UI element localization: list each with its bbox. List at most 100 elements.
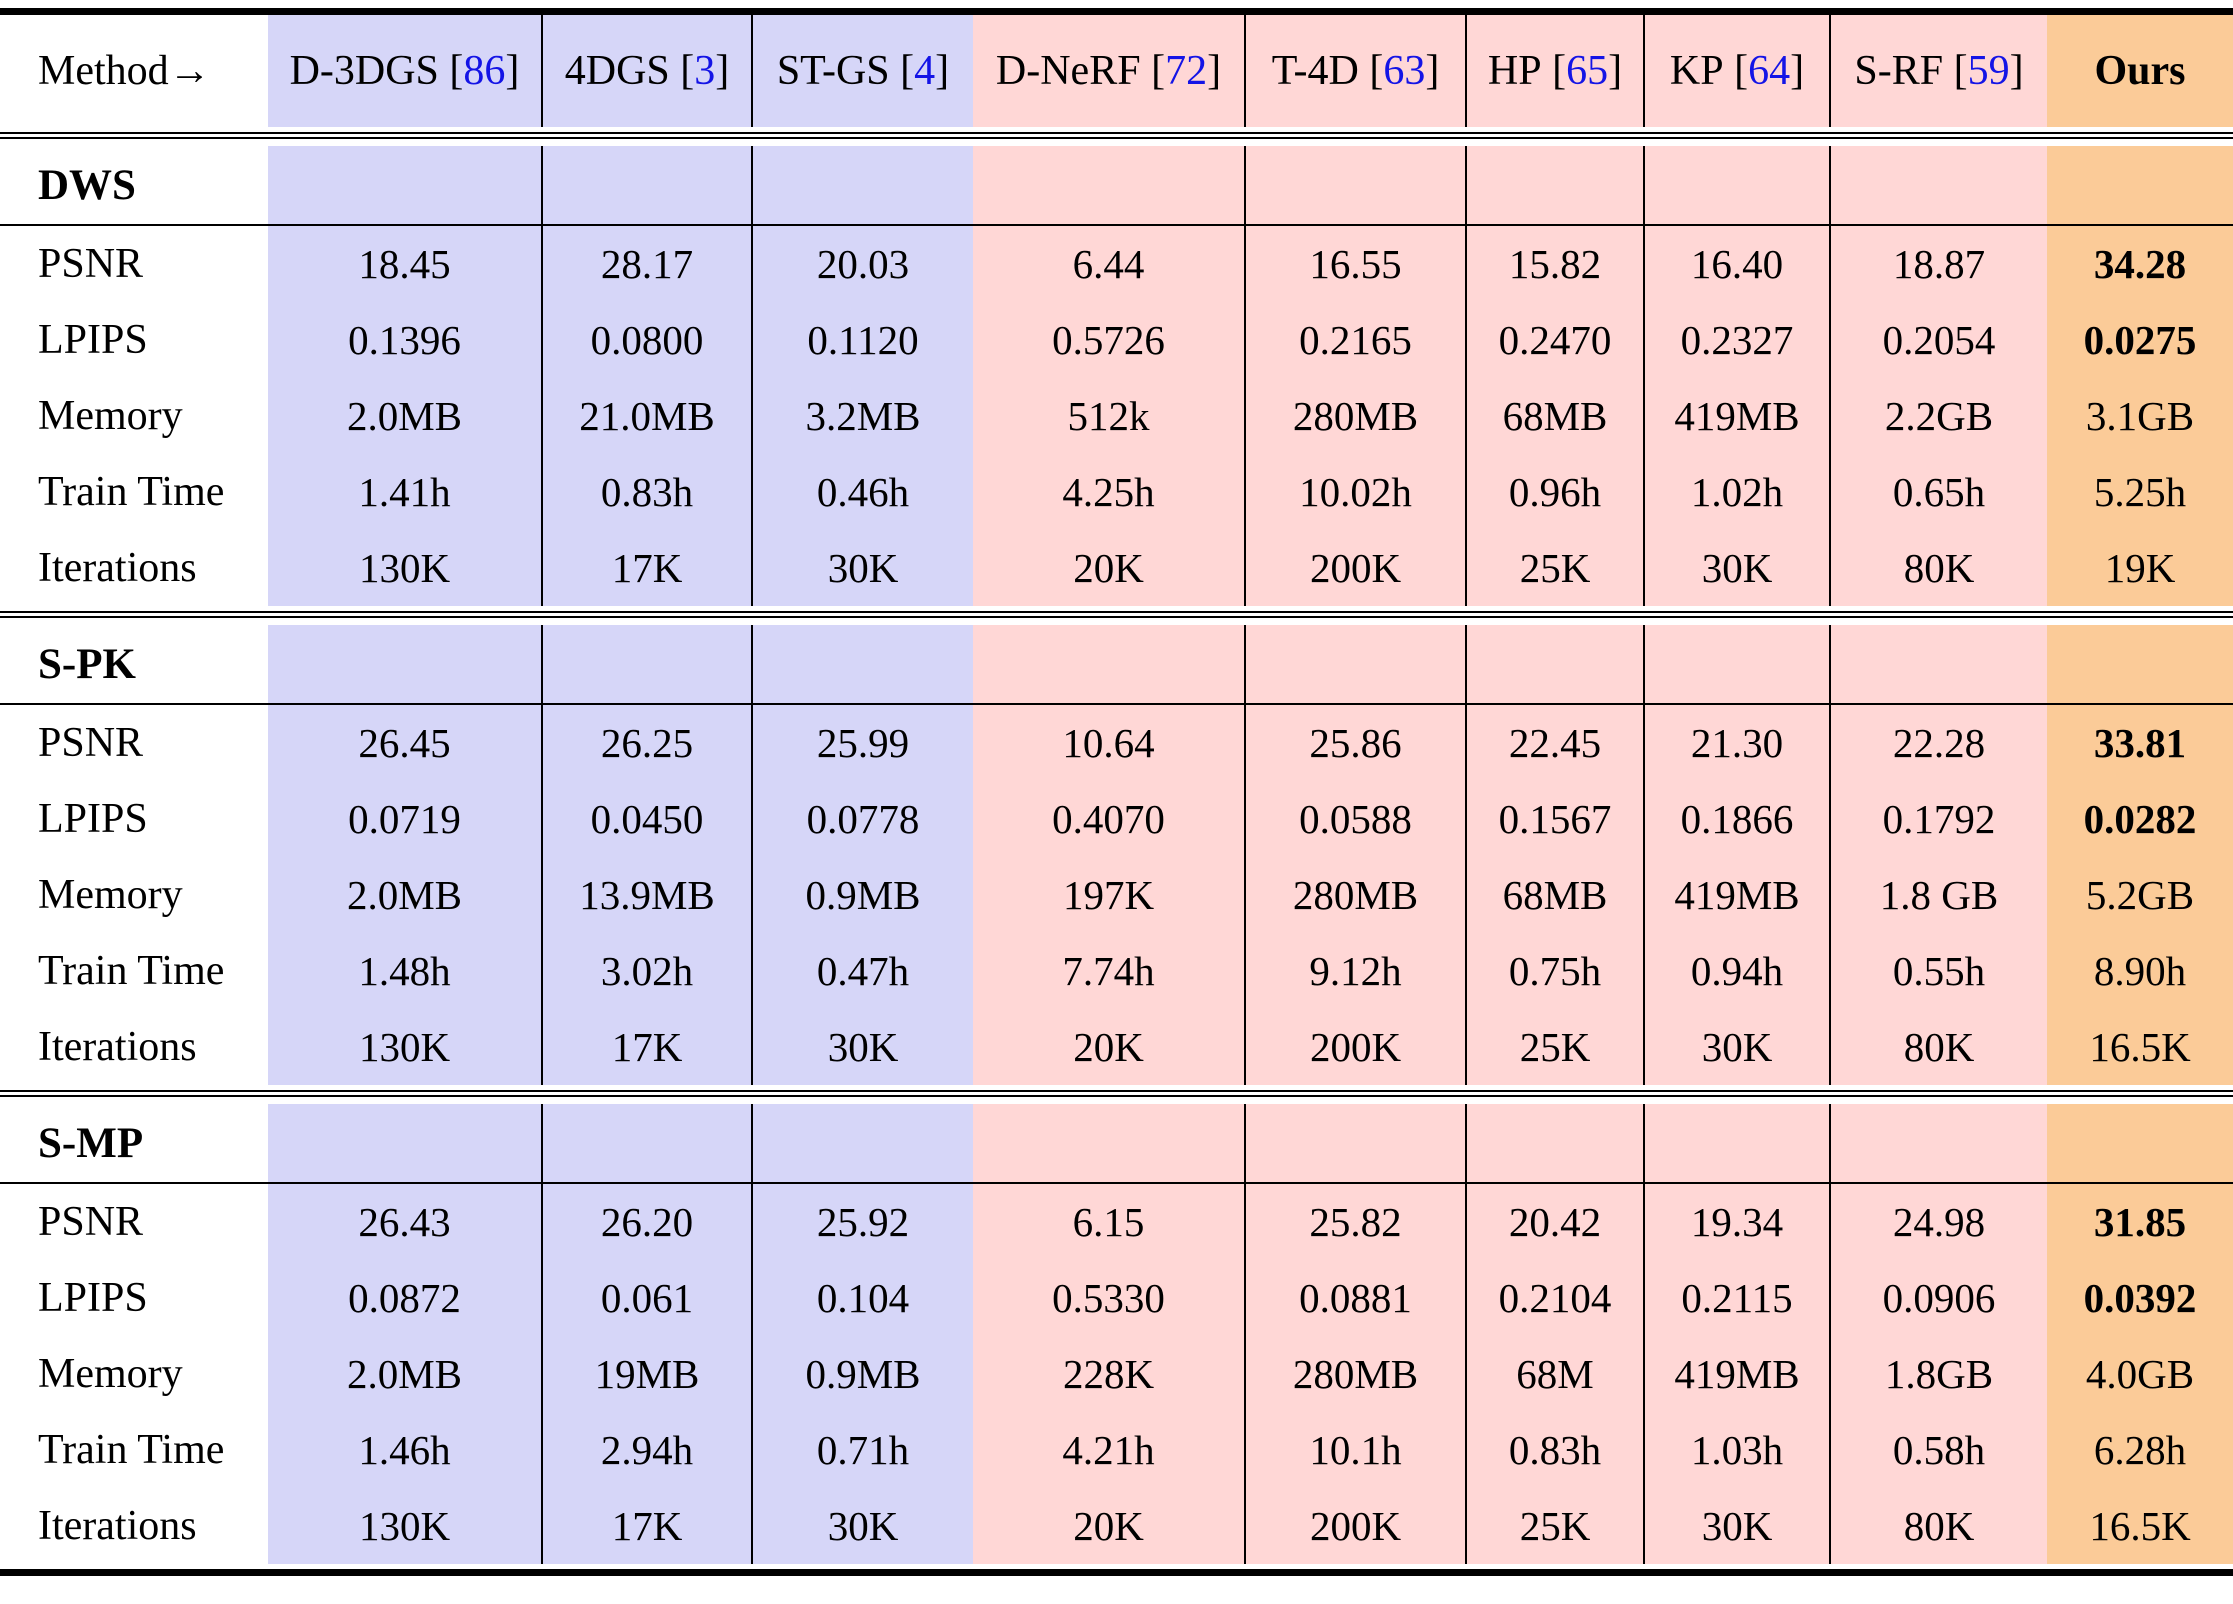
metric-value-cell: 26.45 [268, 705, 541, 781]
metric-value-cell: 25K [1465, 530, 1643, 606]
metric-value-cell: 2.0MB [268, 857, 541, 933]
citation-link[interactable]: 59 [1967, 48, 2010, 94]
metric-label: LPIPS [0, 302, 268, 378]
method-name: Ours [2094, 48, 2186, 94]
metric-value-cell: 28.17 [541, 226, 751, 302]
section-label: S-MP [0, 1104, 268, 1182]
method-header-cell: Ours [2047, 15, 2233, 127]
metric-value-cell: 512k [973, 378, 1244, 454]
citation-link[interactable]: 65 [1566, 48, 1609, 94]
metric-value-cell: 0.1396 [268, 302, 541, 378]
metric-value-cell: 197K [973, 857, 1244, 933]
metric-value-cell: 228K [973, 1336, 1244, 1412]
method-name: D-3DGS [289, 48, 439, 94]
metric-value-cell [973, 625, 1244, 703]
citation-bracket: ] [505, 48, 520, 94]
table-bottom-rule [0, 1569, 2233, 1576]
metric-value-cell: 25.82 [1244, 1184, 1465, 1260]
metric-value-cell [268, 625, 541, 703]
metric-value-cell: 0.0778 [751, 781, 973, 857]
method-name: KP [1669, 48, 1724, 94]
citation-link[interactable]: 86 [463, 48, 506, 94]
row-spacer [0, 1097, 2233, 1104]
metric-label: PSNR [0, 1184, 268, 1260]
metric-value-cell [751, 146, 973, 224]
metric-value-cell: 0.0881 [1244, 1260, 1465, 1336]
metric-value-cell: 200K [1244, 1009, 1465, 1085]
metric-value-cell: 6.28h [2047, 1412, 2233, 1488]
citation-link[interactable]: 72 [1165, 48, 1208, 94]
metric-label: Memory [0, 378, 268, 454]
metric-label: Iterations [0, 1009, 268, 1085]
metric-value-cell: 10.02h [1244, 454, 1465, 530]
metric-value-cell: 2.0MB [268, 378, 541, 454]
metric-value-cell: 17K [541, 1009, 751, 1085]
metric-value-cell: 25K [1465, 1009, 1643, 1085]
citation-link[interactable]: 4 [914, 48, 936, 94]
metric-value-cell: 16.40 [1643, 226, 1829, 302]
method-name: S-RF [1854, 48, 1944, 94]
metric-value-cell: 200K [1244, 1488, 1465, 1564]
results-table: Method→ D-3DGS [86] 4DGS [3] ST-GS [4] D-NeR… [0, 8, 2233, 1576]
metric-value-cell: 1.48h [268, 933, 541, 1009]
citation-bracket: [ [1151, 48, 1166, 94]
metric-value-cell [973, 1104, 1244, 1182]
section-label: S-PK [0, 625, 268, 703]
metric-value-cell [1643, 1104, 1829, 1182]
metric-value-cell: 30K [751, 530, 973, 606]
metric-value-cell: 8.90h [2047, 933, 2233, 1009]
metric-value-cell: 80K [1829, 1488, 2047, 1564]
metric-value-cell: 9.12h [1244, 933, 1465, 1009]
citation-bracket: [ [1369, 48, 1384, 94]
metric-value-cell: 26.20 [541, 1184, 751, 1260]
metric-value-cell: 0.5726 [973, 302, 1244, 378]
citation-bracket: [ [680, 48, 695, 94]
metric-value-cell: 30K [1643, 1009, 1829, 1085]
metric-value-cell [2047, 1104, 2233, 1182]
metric-value-cell: 0.2327 [1643, 302, 1829, 378]
metric-value-cell: 0.4070 [973, 781, 1244, 857]
method-name: HP [1487, 48, 1542, 94]
citation-link[interactable]: 3 [694, 48, 716, 94]
metric-value-cell: 18.87 [1829, 226, 2047, 302]
metric-value-cell: 68MB [1465, 378, 1643, 454]
metric-value-cell: 1.41h [268, 454, 541, 530]
metric-value-cell [1244, 625, 1465, 703]
metric-value-cell: 22.45 [1465, 705, 1643, 781]
metric-value-cell [2047, 625, 2233, 703]
row-spacer [0, 618, 2233, 625]
method-header-cell: D-3DGS [86] [268, 15, 541, 127]
metric-value-cell: 30K [751, 1488, 973, 1564]
metric-value-cell [541, 1104, 751, 1182]
metric-value-cell: 25.99 [751, 705, 973, 781]
metric-value-cell: 0.94h [1643, 933, 1829, 1009]
metric-value-cell: 20.42 [1465, 1184, 1643, 1260]
method-header-cell: 4DGS [3] [541, 15, 751, 127]
metric-value-cell: 0.1120 [751, 302, 973, 378]
row-spacer [0, 127, 2233, 132]
metric-value-cell: 0.2115 [1643, 1260, 1829, 1336]
metric-value-cell: 2.0MB [268, 1336, 541, 1412]
metric-value-cell: 25.86 [1244, 705, 1465, 781]
metric-value-cell: 1.02h [1643, 454, 1829, 530]
metric-label: LPIPS [0, 781, 268, 857]
metric-value-cell: 10.1h [1244, 1412, 1465, 1488]
metric-value-cell [1829, 625, 2047, 703]
metric-value-cell: 1.03h [1643, 1412, 1829, 1488]
metric-value-cell: 0.55h [1829, 933, 2047, 1009]
metric-value-cell: 6.44 [973, 226, 1244, 302]
citation-link[interactable]: 64 [1748, 48, 1791, 94]
metric-value-cell: 20K [973, 1488, 1244, 1564]
metric-value-cell: 3.1GB [2047, 378, 2233, 454]
metric-label: Train Time [0, 454, 268, 530]
metric-value-cell: 3.02h [541, 933, 751, 1009]
metric-value-cell: 419MB [1643, 378, 1829, 454]
method-header-cell: D-NeRF [72] [973, 15, 1244, 127]
citation-link[interactable]: 63 [1383, 48, 1426, 94]
citation-bracket: [ [1734, 48, 1749, 94]
metric-value-cell: 200K [1244, 530, 1465, 606]
metric-value-cell: 0.0719 [268, 781, 541, 857]
metric-value-cell: 0.65h [1829, 454, 2047, 530]
metric-value-cell: 16.55 [1244, 226, 1465, 302]
method-header-label: Method→ [0, 15, 268, 127]
